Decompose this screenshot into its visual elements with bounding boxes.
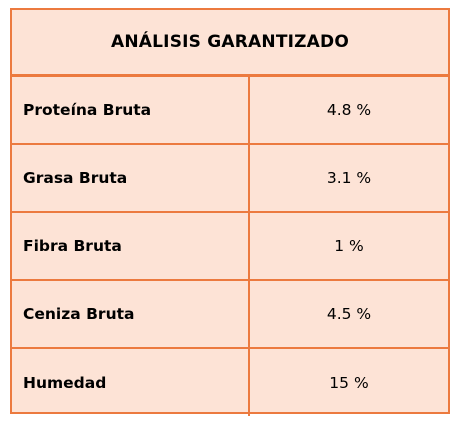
table-title: ANÁLISIS GARANTIZADO: [12, 10, 448, 77]
table-row: Proteína Bruta 4.8 %: [12, 77, 448, 145]
row-value: 15 %: [329, 373, 369, 392]
table-row: Fibra Bruta 1 %: [12, 213, 448, 281]
table-body: Proteína Bruta 4.8 % Grasa Bruta 3.1 % F…: [12, 77, 448, 416]
table-row: Humedad 15 %: [12, 349, 448, 416]
row-value: 4.8 %: [326, 101, 372, 119]
guaranteed-analysis-table: ANÁLISIS GARANTIZADO Proteína Bruta 4.8 …: [10, 8, 450, 416]
row-label: Fibra Bruta: [12, 213, 250, 279]
table-row: Grasa Bruta 3.1 %: [12, 145, 448, 213]
row-value: 3.1 %: [326, 169, 372, 187]
row-value: 4.5 %: [326, 305, 372, 323]
row-value: 1 %: [334, 237, 364, 255]
row-label: Proteína Bruta: [12, 77, 250, 143]
row-label: Ceniza Bruta: [12, 281, 250, 347]
row-label: Humedad: [12, 349, 250, 416]
row-label: Grasa Bruta: [12, 145, 250, 211]
table-row: Ceniza Bruta 4.5 %: [12, 281, 448, 349]
